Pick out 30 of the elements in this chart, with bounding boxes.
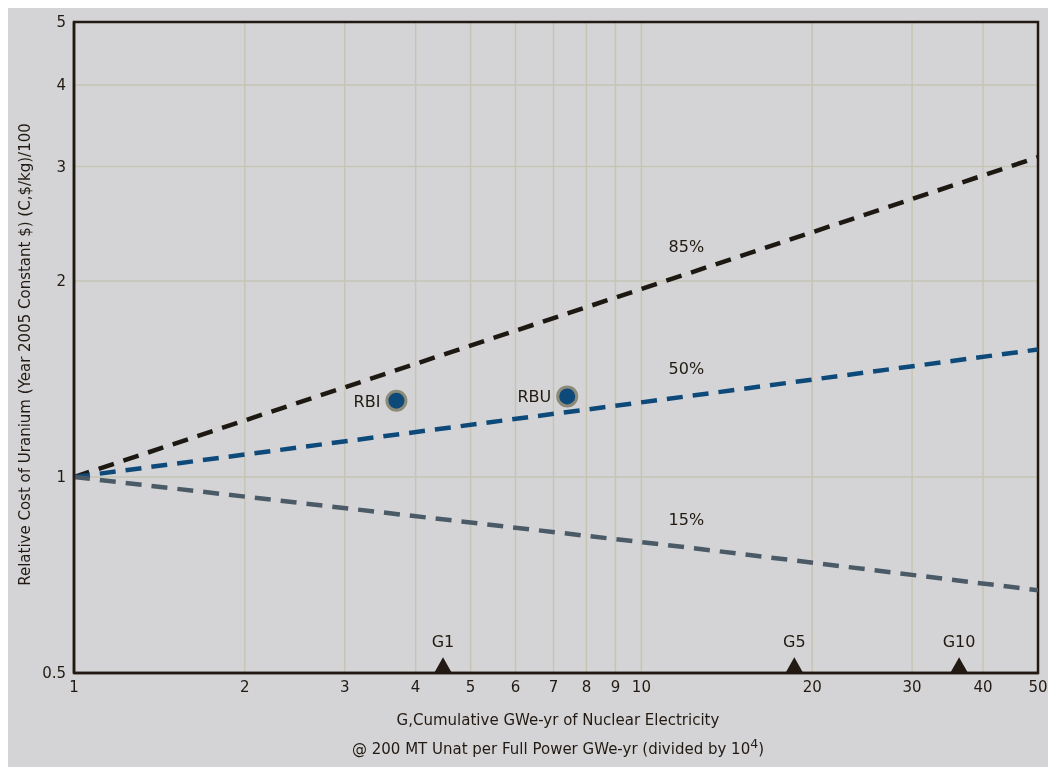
data-label: G5 bbox=[783, 632, 806, 652]
x-tick-label: 5 bbox=[465, 677, 476, 696]
y-tick-label: 2 bbox=[56, 272, 66, 291]
x-tick-label: 7 bbox=[548, 677, 559, 696]
y-tick-label: 0.5 bbox=[42, 664, 66, 683]
data-label: G1 bbox=[431, 632, 455, 652]
x-tick-label: 10 bbox=[631, 677, 651, 696]
x-tick-label: 30 bbox=[902, 677, 922, 696]
series-label: RBI bbox=[353, 391, 381, 411]
series-label: RBU bbox=[517, 387, 552, 407]
x-tick-label: 40 bbox=[973, 677, 993, 696]
y-axis-title: Relative Cost of Uranium (Year 2005 Constant $) (C,$/kg)/100 bbox=[16, 123, 34, 586]
y-tick-label: 1 bbox=[56, 468, 66, 487]
x-tick-label: 4 bbox=[410, 677, 421, 696]
y-tick-label: 3 bbox=[56, 157, 66, 176]
data-label: G10 bbox=[942, 632, 976, 652]
x-tick-label: 8 bbox=[581, 677, 592, 696]
series-label: 15% bbox=[668, 510, 705, 530]
x-tick-label: 6 bbox=[510, 677, 521, 696]
series-label: 85% bbox=[668, 237, 705, 257]
x-tick-label: 3 bbox=[339, 677, 350, 696]
y-tick-label: 5 bbox=[56, 13, 66, 32]
x-tick-label: 20 bbox=[802, 677, 822, 696]
x-tick-label: 50 bbox=[1028, 677, 1048, 696]
x-tick-label: 2 bbox=[240, 677, 250, 696]
x-axis-title: G,Cumulative GWe-yr of Nuclear Electricity @ 200 MT Unat per Full Power GWe-yr (divided by 10$^{4}$) bbox=[350, 710, 765, 760]
x-tick-label: 9 bbox=[610, 677, 621, 696]
y-tick-label: 4 bbox=[56, 76, 66, 95]
series-label: 50% bbox=[668, 359, 705, 379]
x-tick-label: 1 bbox=[69, 677, 79, 696]
